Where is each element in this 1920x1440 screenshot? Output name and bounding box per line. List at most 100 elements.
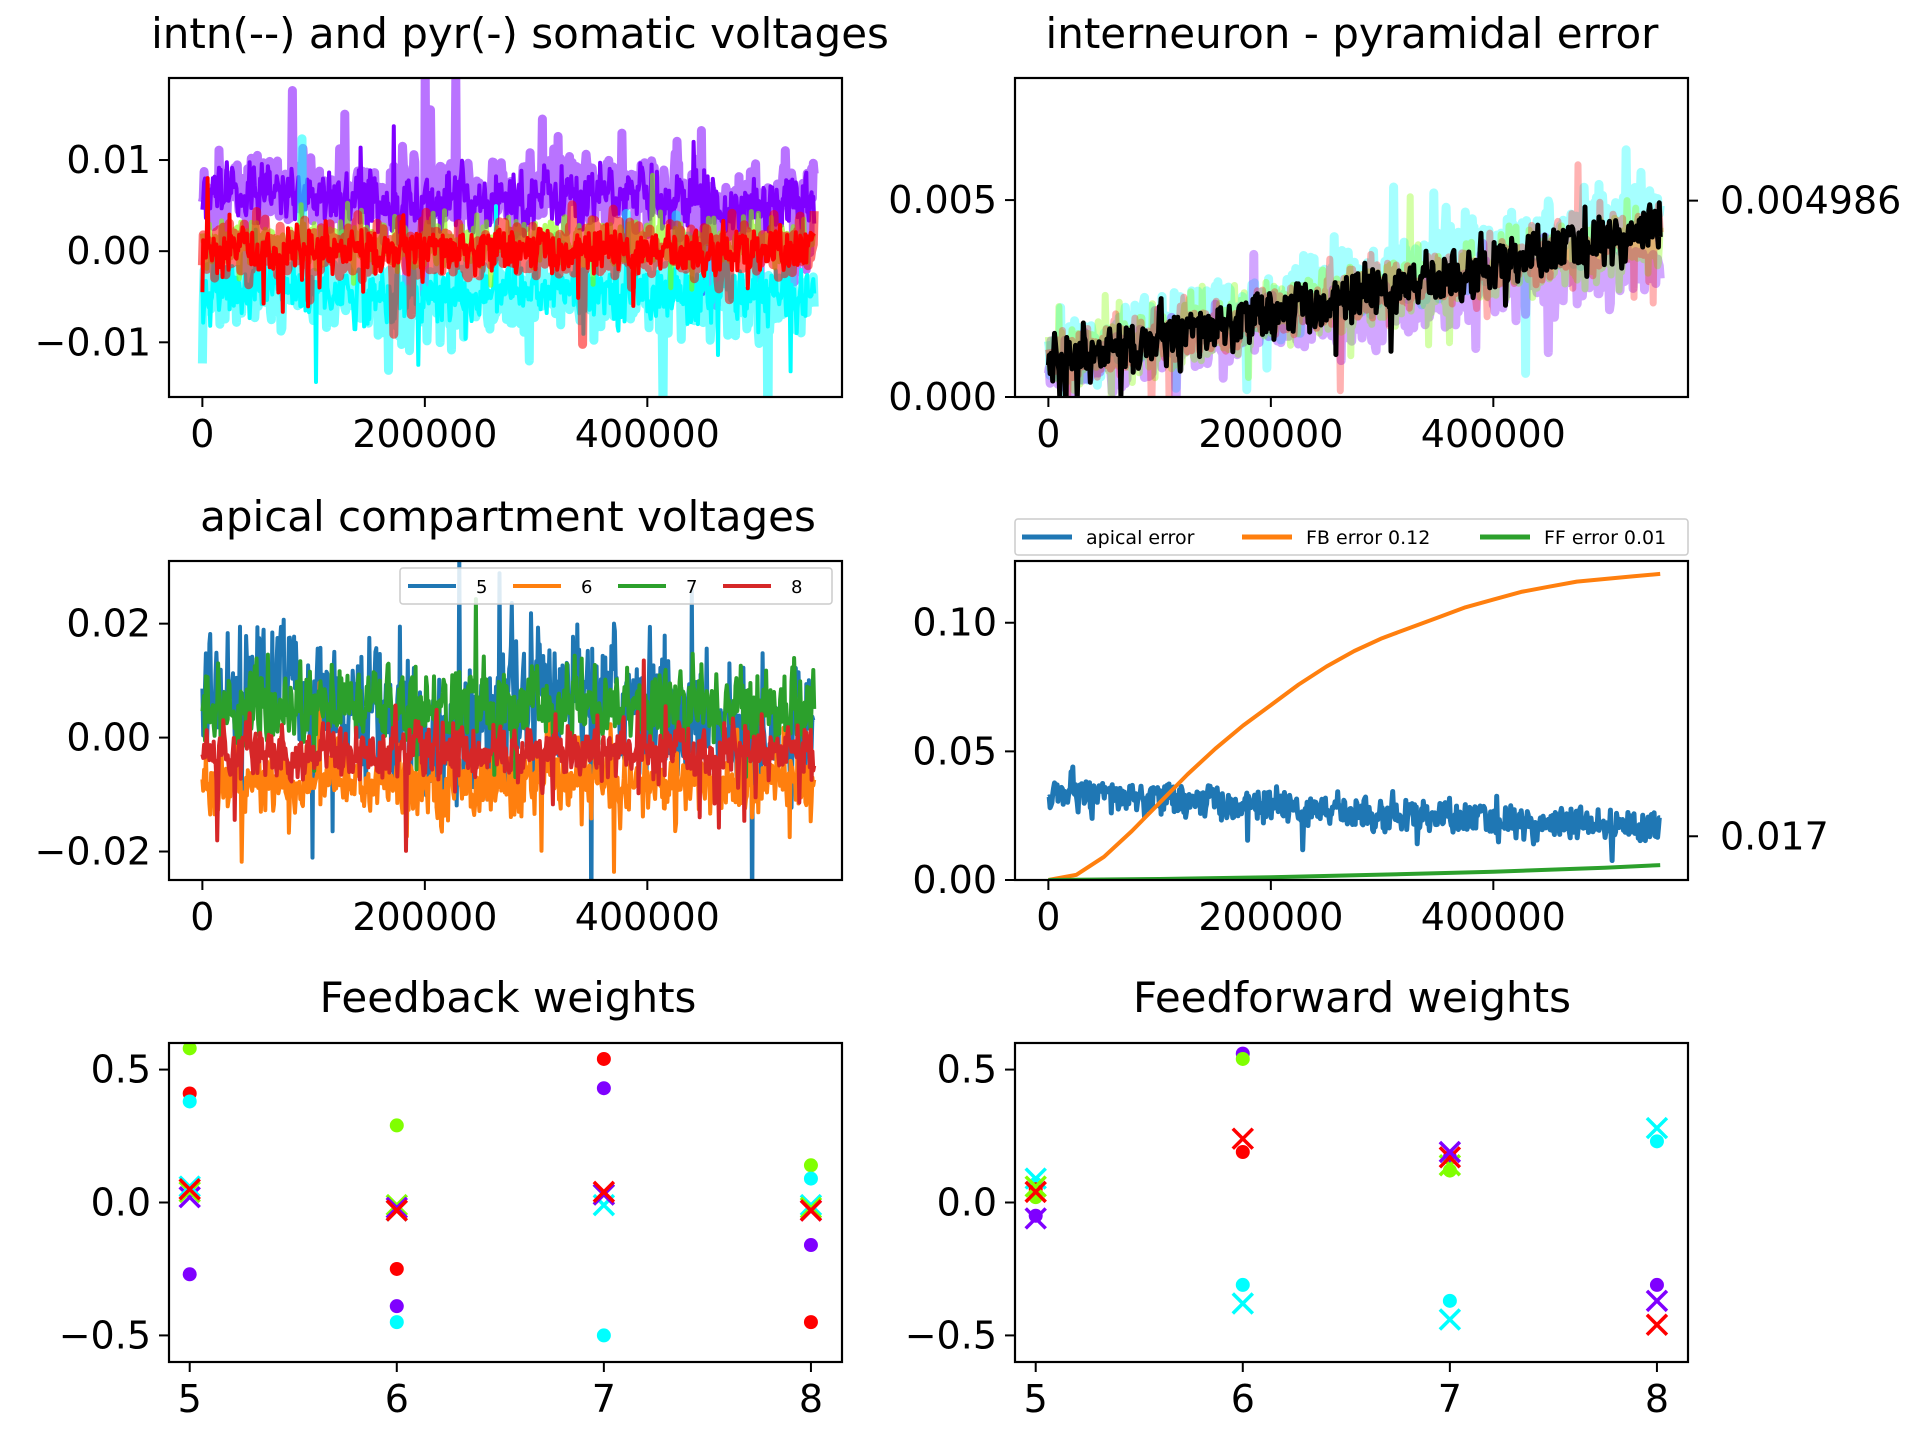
x-tick-label-errors-1: 200000 xyxy=(1198,895,1343,939)
legend-label-apical-2: 7 xyxy=(686,577,697,598)
scatter-x-marker-feedback-27 xyxy=(799,1193,823,1217)
y-tick-label-errors-0: 0.00 xyxy=(912,858,997,902)
scatter-x-marker-feedback-7 xyxy=(178,1177,201,1201)
series-line-errors-0 xyxy=(1046,764,1662,863)
series-line-somatic-6 xyxy=(200,176,816,314)
x-tick-label-errors-0: 0 xyxy=(1036,895,1060,939)
scatter-point-feedforward-16 xyxy=(1442,1293,1457,1308)
scatter-point-feedback-25 xyxy=(803,1238,818,1253)
scatter-point-feedback-2 xyxy=(182,1094,197,1109)
scatter-x-marker-feedforward-18 xyxy=(1438,1146,1462,1169)
scatter-x-marker-feedforward-6 xyxy=(1024,1180,1047,1204)
scatter-point-feedback-3 xyxy=(182,1267,197,1282)
scatter-x-marker-feedforward-19 xyxy=(1438,1140,1462,1164)
y-tick-label-somatic-2: −0.01 xyxy=(35,320,151,364)
y-tick-label-intn_pyr_error-1: 0.005 xyxy=(888,178,997,222)
y-tick-label-feedback-2: −0.5 xyxy=(59,1313,151,1357)
y-tick-label-feedforward-1: 0.0 xyxy=(937,1181,997,1225)
scatter-point-feedback-10 xyxy=(389,1299,404,1314)
legend-box-errors xyxy=(1014,518,1689,556)
scatter-x-marker-feedback-15 xyxy=(385,1199,409,1222)
y-tick-label-somatic-0: 0.01 xyxy=(66,138,151,182)
axes-frame-intn_pyr_error xyxy=(1013,76,1690,399)
x-tick-label-errors-2: 400000 xyxy=(1421,895,1566,939)
scatter-x-marker-feedback-30 xyxy=(799,1199,823,1222)
title-apical: apical compartment voltages xyxy=(200,492,816,541)
legend-label-errors-2: FF error 0.01 xyxy=(1544,527,1666,549)
y-tick-label-somatic-1: 0.00 xyxy=(66,229,151,273)
x-tick-label-feedback-3: 8 xyxy=(799,1377,823,1421)
scatter-point-feedback-17 xyxy=(596,1081,611,1096)
series-line-somatic-3 xyxy=(200,204,817,384)
series-line-apical-3 xyxy=(200,658,817,853)
legend-label-apical-0: 5 xyxy=(476,577,487,598)
x-tick-label-somatic-1: 200000 xyxy=(352,412,497,456)
axes-frame-somatic xyxy=(167,76,844,399)
y-tick-label-apical-2: −0.02 xyxy=(35,830,151,874)
right-y-tick-label-intn_pyr_error: 0.004986 xyxy=(1720,179,1901,223)
y-tick-label-apical-0: 0.02 xyxy=(66,602,151,646)
scatter-x-marker-feedback-5 xyxy=(178,1180,201,1204)
scatter-x-marker-feedback-22 xyxy=(592,1180,616,1204)
x-tick-label-feedforward-3: 8 xyxy=(1645,1377,1669,1421)
plot-area-intn_pyr_error xyxy=(1043,145,1665,397)
scatter-x-marker-feedforward-13 xyxy=(1231,1292,1255,1315)
scatter-point-feedback-26 xyxy=(803,1315,818,1330)
scatter-point-feedback-0 xyxy=(182,1043,197,1056)
scatter-x-marker-feedback-21 xyxy=(592,1183,616,1206)
x-tick-label-feedback-2: 7 xyxy=(592,1377,616,1421)
legend-label-errors-1: FB error 0.12 xyxy=(1306,527,1430,549)
y-tick-label-feedback-0: 0.5 xyxy=(91,1048,151,1092)
scatter-point-feedforward-11 xyxy=(1235,1277,1250,1292)
x-tick-label-apical-1: 200000 xyxy=(352,895,497,939)
x-tick-label-somatic-0: 0 xyxy=(190,412,214,456)
y-tick-label-errors-2: 0.10 xyxy=(912,601,997,645)
x-tick-label-feedforward-1: 6 xyxy=(1231,1377,1255,1421)
x-tick-label-intn_pyr_error-0: 0 xyxy=(1036,412,1060,456)
y-tick-label-errors-1: 0.05 xyxy=(912,729,997,773)
legend-box-apical xyxy=(399,567,833,605)
scatter-point-feedback-24 xyxy=(803,1171,818,1186)
scatter-point-feedback-8 xyxy=(389,1118,404,1133)
title-feedback: Feedback weights xyxy=(320,973,697,1022)
scatter-x-marker-feedback-28 xyxy=(799,1196,823,1220)
x-tick-label-apical-2: 400000 xyxy=(575,895,720,939)
panel-intn_pyr_error: 0 200000 400000 0.000 0.005 0.004986 xyxy=(888,76,1901,456)
title-somatic: intn(--) and pyr(-) somatic voltages xyxy=(151,9,889,58)
y-tick-label-feedforward-2: −0.5 xyxy=(905,1313,997,1357)
x-tick-label-intn_pyr_error-1: 200000 xyxy=(1198,412,1343,456)
scatter-point-feedback-16 xyxy=(596,1051,611,1066)
right-y-tick-label-errors: 0.017 xyxy=(1720,814,1829,858)
series-line-apical-2 xyxy=(200,597,817,780)
panel-feedforward: 5 6 7 8 0.5 0.0 −0.5 xyxy=(905,1041,1690,1421)
panel-feedback: 5 6 7 8 0.5 0.0 −0.5 xyxy=(59,1041,844,1421)
scatter-point-feedforward-22 xyxy=(1649,1277,1664,1292)
panel-somatic: 0 200000 400000 0.01 0.00 −0.01 xyxy=(35,76,844,456)
scatter-point-feedforward-3 xyxy=(1028,1208,1043,1223)
y-tick-label-feedback-1: 0.0 xyxy=(91,1181,151,1225)
y-tick-label-apical-1: 0.00 xyxy=(66,716,151,760)
title-feedforward: Feedforward weights xyxy=(1133,973,1571,1022)
x-tick-label-somatic-2: 400000 xyxy=(575,412,720,456)
y-tick-label-intn_pyr_error-0: 0.000 xyxy=(888,375,997,419)
scatter-x-marker-feedback-4 xyxy=(178,1185,201,1209)
scatter-x-marker-feedforward-24 xyxy=(1645,1289,1669,1313)
scatter-x-marker-feedback-14 xyxy=(385,1196,409,1220)
panel-errors: 0 200000 400000 0.00 0.05 0.10 0.017 apical err… xyxy=(912,518,1829,939)
scatter-x-marker-feedback-12 xyxy=(385,1193,409,1217)
scatter-x-marker-feedforward-20 xyxy=(1438,1308,1462,1331)
scatter-point-feedforward-10 xyxy=(1235,1144,1250,1159)
scatter-x-marker-feedforward-5 xyxy=(1024,1175,1047,1198)
y-tick-label-feedforward-0: 0.5 xyxy=(937,1048,997,1092)
legend-label-apical-3: 8 xyxy=(791,577,802,598)
scatter-point-feedback-9 xyxy=(389,1261,404,1276)
legend-label-errors-0: apical error xyxy=(1086,527,1195,549)
scatter-point-feedforward-9 xyxy=(1235,1051,1250,1066)
series-line-intn_pyr_error-4 xyxy=(1045,200,1663,397)
title-intn-pyr-error: interneuron - pyramidal error xyxy=(1046,9,1660,58)
plot-area-feedforward xyxy=(1024,1046,1669,1337)
axes-frame-errors xyxy=(1013,559,1690,882)
x-tick-label-feedback-1: 6 xyxy=(385,1377,409,1421)
